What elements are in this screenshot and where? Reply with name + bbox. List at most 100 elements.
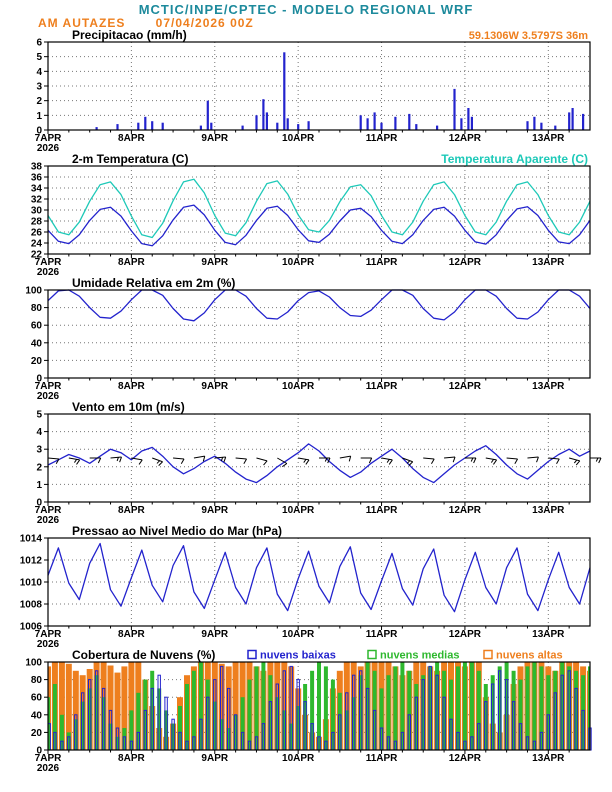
x-tick-label: 11APR [366,133,398,144]
barb-tick [97,457,102,464]
barb-tick [282,463,288,468]
wind-barb [298,457,310,465]
x-year-label: 2026 [37,143,60,152]
barb-tick [595,457,599,462]
precip-bar [276,122,279,130]
cloud-bar [330,679,335,750]
barb-tick [598,457,602,464]
y-tick-label: 100 [25,658,42,669]
cloud-bar [351,697,356,750]
precip-bar [359,115,362,130]
precip-bar [283,52,286,130]
cloud-bar [268,675,273,750]
cloud-bar [560,662,565,750]
barb-tick [74,459,78,463]
panel-title: Precipitacao (mm/h) [72,28,187,42]
cloud-bar [261,662,266,750]
legend-swatch [367,649,377,660]
series-line [47,178,591,239]
y-tick-label: 26 [31,228,43,239]
x-tick-label: 7APR [35,381,62,392]
y-tick-label: 22 [31,250,43,261]
y-tick-label: 80 [31,303,43,314]
precip-bar [241,125,244,130]
x-tick-label: 8APR [118,753,145,764]
barb-shaft [381,457,393,461]
x-tick-label: 8APR [118,629,145,640]
x-tick-label: 8APR [118,505,145,516]
cloud-bar [462,662,467,750]
cloud-bar [546,675,551,750]
barb-tick [452,456,456,463]
precipitation-chart: 0 1 2 3 4 5 6 7APR 8APR 9APR 10APR 11APR 12APR 13APR 2… [35,28,591,152]
barb-shaft [173,457,185,460]
cloud-bar [289,723,294,750]
x-year-label: 2026 [37,391,60,400]
cloud-bar [428,666,433,750]
cloud-bar [567,666,572,750]
x-tick-label: 10APR [282,505,315,516]
y-tick-label: 34 [31,184,43,195]
cloud-bar [191,670,196,750]
barb-shaft [402,457,413,463]
humidity-chart: 0 20 40 60 80 100 7APR 8APR 9APR 10APR 11APR 12APR 1… [25,276,591,400]
y-tick-label: 1014 [20,534,43,545]
cloud-bar [574,670,579,750]
y-tick-label: 1 [36,111,42,122]
barb-tick [303,459,307,463]
series-line [47,204,591,247]
x-tick-label: 9APR [201,381,228,392]
panel-wind: 0 1 2 3 4 5 7APR 8APR 9APR 10APR 11APR 12APR 13APR 20… [0,400,612,524]
precip-bar [366,118,369,130]
barb-tick [386,459,390,463]
y-tick-label: 20 [31,728,43,739]
series-line [47,443,591,484]
cloud-bar [435,662,440,750]
panel-cloud-cover: 0 20 40 60 80 100 7APR 8APR 9APR 10APR 11APR 12APR 1… [0,648,612,772]
wind-barb [256,457,268,466]
barb-shaft [569,457,580,462]
x-tick-label: 11APR [366,753,398,764]
y-tick-label: 40 [31,338,43,349]
y-tick-label: 0 [36,498,42,509]
barb-shaft [423,457,435,460]
barb-shaft [68,457,80,461]
cloud-bar [232,662,239,750]
cloud-bar [553,670,558,750]
x-tick-label: 11APR [366,629,398,640]
cloud-bar [94,675,99,750]
barb-tick [368,457,373,464]
cloud-bar [525,666,530,750]
x-tick-label: 9APR [201,753,228,764]
x-tick-label: 10APR [282,257,315,268]
y-tick-label: 6 [36,38,42,49]
barb-tick [202,455,206,462]
cloud-bar [317,662,321,750]
wind-barb [485,457,498,465]
cloud-bar [275,697,280,750]
panel-temperature: 22 24 26 28 30 32 34 36 38 7APR 8APR 9APR 10APR 11APR… [0,152,612,276]
y-tick-label: 3 [36,82,42,93]
x-year-label: 2026 [37,515,60,524]
barb-shaft [152,457,163,463]
wind-chart: 0 1 2 3 4 5 7APR 8APR 9APR 10APR 11APR 12APR 13APR 20… [35,400,602,524]
precip-bar [533,116,536,130]
cloud-bar [511,670,516,750]
x-tick-label: 13APR [532,753,565,764]
precip-bar [408,113,411,130]
barb-tick [473,457,477,464]
x-tick-label: 9APR [201,505,228,516]
cloud-bar [128,662,135,750]
barb-tick [305,459,310,465]
x-tick-label: 12APR [449,257,482,268]
series-line [47,289,591,322]
barb-tick [76,459,81,465]
precip-bar [470,116,473,130]
x-tick-label: 8APR [118,133,145,144]
barb-tick [514,458,519,464]
barb-tick [388,459,393,465]
barb-shaft [444,456,456,459]
x-tick-label: 9APR [201,629,228,640]
header-subtitle: AM AUTAZES 07/04/2026 00Z [38,16,254,30]
wind-barb [381,457,393,465]
